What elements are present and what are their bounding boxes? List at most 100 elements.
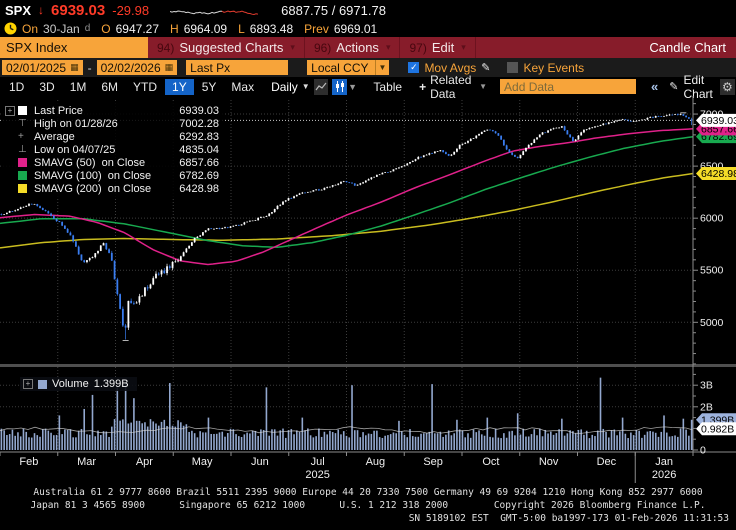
legend-row[interactable]: ⊥ Low on 04/07/25 4835.04 (18, 143, 219, 156)
high-low-markers (122, 112, 687, 341)
mov-avgs-checkbox[interactable]: ✓ (408, 62, 420, 73)
x-axis-labels: Feb Mar Apr May Jun Jul Aug Sep Oct Nov Dec Jan 2025… (19, 452, 676, 483)
add-data-input[interactable] (500, 79, 637, 94)
svg-text:2025: 2025 (305, 469, 329, 481)
volume-average-line (0, 426, 694, 434)
menu-bar: SPX Index 94) Suggested Charts ▾ 96) Act… (0, 37, 736, 58)
open-label: O (101, 21, 111, 36)
range-tab-1m[interactable]: 1M (69, 79, 87, 94)
svg-text:Jun: Jun (251, 456, 269, 468)
pencil-icon[interactable]: ✎ (481, 62, 491, 74)
legend-value: 6857.66 (179, 156, 219, 169)
ticker-symbol: SPX (5, 2, 32, 18)
range-tab-1y[interactable]: 1Y (165, 78, 194, 95)
svg-text:6428.98: 6428.98 (701, 168, 736, 180)
svg-text:0: 0 (700, 445, 706, 457)
svg-text:Apr: Apr (136, 456, 153, 468)
prev-label: Prev (304, 21, 329, 36)
range-tab-6m[interactable]: 6M (101, 79, 119, 94)
high-marker-icon: ⊤ (18, 118, 27, 129)
line-chart-icon[interactable] (313, 78, 329, 95)
calendar-icon[interactable]: ▦ (164, 62, 174, 72)
volume-swatch (38, 379, 47, 389)
quote-row: SPX ↓ 6939.03 -29.98 6887.75 / 6971.78 (0, 0, 736, 20)
main-chart[interactable]: 5000550060006500700002B3BFebMarAprMayJun… (0, 96, 736, 486)
legend-label: Last Price (34, 104, 83, 117)
svg-text:Jan: Jan (655, 456, 673, 468)
session-date: 30-Jan (43, 21, 80, 36)
plus-icon: + (419, 79, 427, 94)
currency-selector[interactable]: Local CCY ▼ (307, 60, 390, 75)
legend-row[interactable]: SMAVG (200) on Close 6428.98 (18, 182, 219, 195)
legend-label: Average (34, 130, 75, 143)
menu-suggested-charts[interactable]: 94) Suggested Charts ▾ (148, 37, 305, 58)
date-range-dash: - (87, 60, 92, 75)
legend-row[interactable]: SMAVG (100) on Close 6782.69 (18, 169, 219, 182)
range-tab-ytd[interactable]: YTD (133, 79, 158, 94)
footer-session-info: SN 5189102 EST GMT-5:00 ba1997-173 01-Fe… (408, 513, 729, 524)
range-tab-5y[interactable]: 5Y (201, 79, 217, 94)
legend-swatch (18, 171, 34, 180)
key-events-checkbox[interactable] (507, 62, 519, 73)
collapse-panel-button[interactable]: « (651, 79, 659, 94)
down-arrow-icon: ↓ (38, 3, 45, 17)
date-from-field[interactable]: 02/01/2025 ▦ (2, 60, 83, 75)
chart-area: 5000550060006500700002B3BFebMarAprMayJun… (0, 96, 736, 486)
footer-phones-1: Australia 61 2 9777 8600 Brazil 5511 239… (33, 487, 703, 498)
table-button[interactable]: Table (373, 79, 403, 94)
delayed-clock-icon (4, 22, 17, 35)
chevron-down-icon: ▼ (479, 82, 488, 91)
legend-swatch (18, 184, 34, 193)
chart-type-dropdown[interactable]: ▼ (348, 81, 358, 92)
legend-swatch (18, 158, 34, 167)
svg-text:3B: 3B (700, 380, 713, 392)
price-field-selector[interactable]: Last Px (186, 60, 289, 75)
chevron-down-icon: ▼ (374, 60, 390, 75)
range-tab-3d[interactable]: 3D (39, 79, 55, 94)
range-tab-1d[interactable]: 1D (9, 79, 25, 94)
mov-avgs-label: Mov Avgs (424, 60, 477, 75)
calendar-icon[interactable]: ▦ (70, 62, 79, 72)
security-field[interactable]: SPX Index (0, 37, 148, 58)
legend-value: 6939.03 (179, 104, 219, 117)
high-value: 6964.09 (183, 21, 228, 36)
legend-row[interactable]: ⊤ High on 01/28/26 7002.28 (18, 117, 219, 130)
price-change: -29.98 (112, 2, 150, 18)
svg-text:Mar: Mar (77, 456, 96, 468)
last-price: 6939.03 (51, 1, 106, 19)
legend-label: Low on 04/07/25 (34, 143, 116, 156)
svg-text:Sep: Sep (423, 456, 443, 468)
legend-row[interactable]: SMAVG (50) on Close 6857.66 (18, 156, 219, 169)
svg-text:Dec: Dec (597, 456, 617, 468)
panel-separator (0, 364, 736, 367)
period-selector[interactable]: Daily ▼ (271, 79, 310, 94)
menu-edit[interactable]: 97) Edit ▾ (400, 37, 476, 58)
svg-text:Aug: Aug (366, 456, 386, 468)
legend-swatch (18, 106, 34, 115)
chevron-down-icon: ▾ (290, 42, 295, 52)
range-tab-max[interactable]: Max (231, 79, 255, 94)
session-row: On 30-Jan d O 6947.27 H 6964.09 L 6893.48 P… (0, 20, 736, 37)
svg-text:5000: 5000 (700, 317, 724, 329)
volume-label: Volume (52, 378, 89, 390)
low-marker-icon: ⊥ (18, 144, 27, 155)
legend-value: 7002.28 (179, 117, 219, 130)
menu-actions[interactable]: 96) Actions ▾ (305, 37, 401, 58)
related-data-button[interactable]: + Related Data ▼ (419, 72, 488, 101)
chevron-down-icon: ▾ (385, 42, 391, 52)
legend-expand-icon[interactable]: + (5, 106, 15, 116)
legend-row[interactable]: + Average 6292.83 (18, 130, 219, 143)
legend-expand-icon[interactable]: + (23, 379, 33, 389)
legend-label: SMAVG (200) on Close (34, 182, 152, 195)
controls-row: 02/01/2025 ▦ - 02/02/2026 ▦ Last Px Local … (0, 58, 736, 77)
gear-icon[interactable]: ⚙ (719, 78, 735, 95)
legend-row[interactable]: Last Price 6939.03 (18, 104, 219, 117)
function-title: Candle Chart (649, 40, 726, 55)
volume-legend[interactable]: + Volume 1.399B (20, 377, 137, 391)
svg-text:6000: 6000 (700, 213, 724, 225)
candle-chart-icon[interactable] (332, 78, 347, 95)
legend-value: 6292.83 (179, 130, 219, 143)
edit-chart-button[interactable]: ✎ Edit Chart (669, 72, 713, 101)
date-to-field[interactable]: 02/02/2026 ▦ (96, 60, 178, 75)
